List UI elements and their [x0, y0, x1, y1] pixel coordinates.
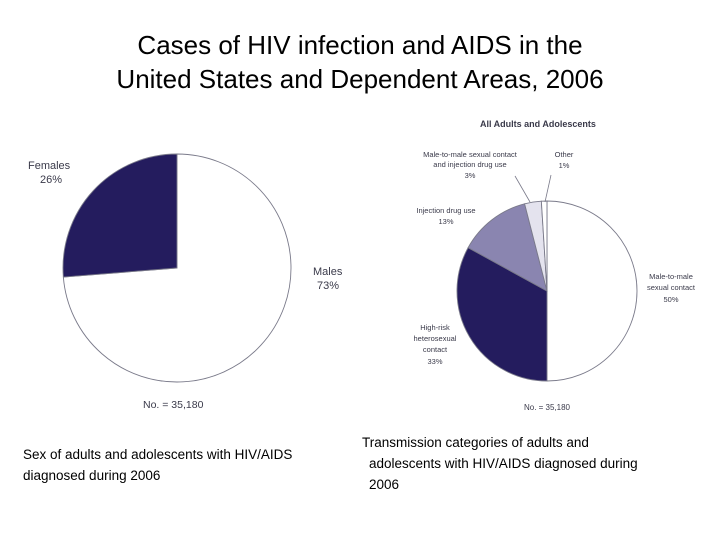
- transmission-pie-count: No. = 35,180: [524, 403, 571, 412]
- pie-slice-females: [62, 153, 178, 278]
- label-msm-pct: 50%: [663, 295, 678, 304]
- slice-pct-females: 26%: [40, 174, 62, 186]
- page-title: Cases of HIV infection and AIDS in the U…: [40, 28, 680, 96]
- label-msm-line2: sexual contact: [647, 283, 696, 292]
- slice-label-males: Males: [313, 266, 343, 278]
- leader-line-other: [544, 174, 552, 203]
- pie-slice-high-risk-heterosexual-contact: [456, 247, 548, 382]
- label-msm-line1: Male-to-male: [649, 272, 693, 281]
- slice-pct-males: 73%: [317, 280, 339, 292]
- transmission-pie-chart: All Adults and Adolescents Male-to-male …: [414, 119, 696, 412]
- slice-label-females: Females: [28, 160, 71, 172]
- sex-caption-line-2: diagnosed during 2006: [23, 468, 161, 483]
- label-hetero-pct: 33%: [427, 357, 442, 366]
- pie-slice-male-to-male-sexual-contact: [546, 200, 638, 382]
- title-line-2: United States and Dependent Areas, 2006: [116, 64, 604, 94]
- sex-caption-line-1: Sex of adults and adolescents with HIV/A…: [23, 447, 293, 462]
- sex-pie-chart: Females 26% Males 73% No. = 35,180: [28, 153, 343, 411]
- transmission-pie-caption: Transmission categories of adults and ad…: [362, 432, 712, 495]
- label-idu: Injection drug use: [416, 206, 475, 215]
- label-hetero-line3: contact: [423, 345, 448, 354]
- label-idu-pct: 13%: [438, 217, 453, 226]
- title-line-1: Cases of HIV infection and AIDS in the: [137, 30, 583, 60]
- label-other-pct: 1%: [559, 161, 570, 170]
- transmission-caption-line-3: 2006: [369, 477, 400, 492]
- transmission-caption-line-2: adolescents with HIV/AIDS diagnosed duri…: [369, 456, 638, 471]
- sex-pie-caption: Sex of adults and adolescents with HIV/A…: [23, 444, 363, 486]
- label-msm-idu-pct: 3%: [465, 171, 476, 180]
- label-msm-idu-line2: and injection drug use: [433, 160, 506, 169]
- label-msm-idu-line1: Male-to-male sexual contact: [423, 150, 518, 159]
- pie-slice-other: [540, 200, 548, 292]
- transmission-pie-title: All Adults and Adolescents: [480, 119, 596, 129]
- label-other: Other: [555, 150, 574, 159]
- label-hetero-line1: High-risk: [420, 323, 450, 332]
- sex-pie-count: No. = 35,180: [143, 399, 204, 411]
- transmission-caption-line-1: Transmission categories of adults and: [362, 435, 589, 450]
- label-hetero-line2: heterosexual: [414, 334, 457, 343]
- pie-slice-injection-drug-use: [467, 203, 548, 292]
- leader-line-msm-idu: [514, 175, 531, 203]
